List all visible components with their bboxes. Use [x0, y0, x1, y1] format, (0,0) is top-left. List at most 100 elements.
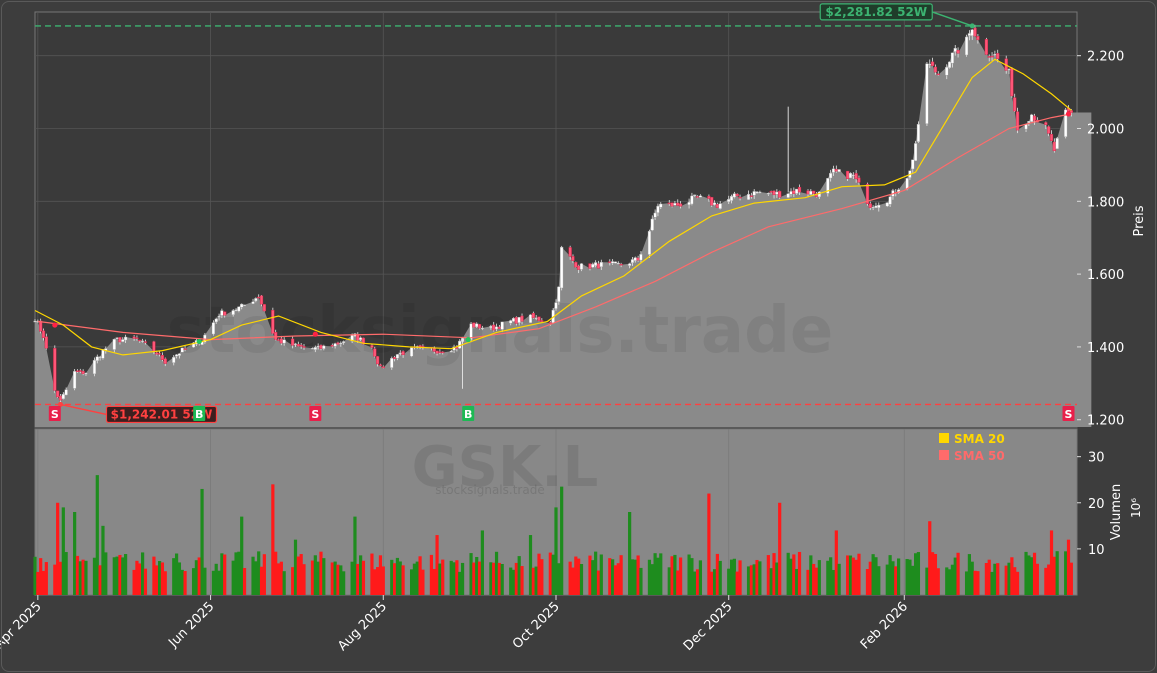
candle-body — [868, 203, 872, 208]
candle-body — [376, 356, 380, 365]
candle-body — [636, 257, 640, 261]
volume-bar — [676, 570, 680, 595]
candle-body — [670, 202, 674, 207]
candle-body — [695, 196, 700, 198]
candle-body — [449, 350, 453, 353]
volume-bar — [310, 560, 315, 595]
candle-body — [112, 339, 116, 350]
candle-body — [990, 55, 994, 58]
volume-bar — [180, 569, 184, 595]
volume-bar — [452, 562, 456, 595]
volume-bar — [548, 552, 552, 595]
volume-bar — [251, 556, 255, 595]
volume-bar — [58, 561, 63, 595]
volume-bar — [381, 566, 385, 595]
volume-bar — [242, 568, 247, 595]
volume-bar — [160, 562, 165, 595]
candle-body — [73, 371, 77, 389]
candle-body — [809, 190, 813, 195]
candle-body — [41, 330, 46, 338]
volume-bar — [630, 559, 635, 595]
candle-body — [735, 193, 739, 197]
candle-body — [1007, 69, 1011, 71]
volume-bar — [92, 557, 97, 595]
volume-bar — [670, 556, 674, 595]
candle-body — [1055, 137, 1059, 150]
volume-bar — [197, 557, 201, 595]
volume-bar — [947, 569, 952, 595]
candle-body — [262, 304, 266, 312]
volume-bar — [316, 561, 320, 595]
candle-body — [548, 322, 552, 324]
volume-bar — [432, 568, 436, 595]
candle-body — [240, 303, 244, 308]
volume-bar — [967, 554, 972, 595]
volume-bar — [520, 566, 524, 595]
volume-bar — [749, 565, 753, 595]
candle-body — [53, 348, 57, 391]
volume-bar — [608, 558, 612, 595]
candle-body — [987, 56, 991, 58]
candle-body — [155, 352, 159, 355]
volume-bar — [194, 560, 198, 595]
volume-bar — [1024, 551, 1028, 595]
candle-body — [132, 336, 136, 339]
candle-body — [928, 63, 932, 66]
candle-body — [619, 263, 623, 266]
volume-bar — [33, 556, 37, 595]
candle-body — [792, 190, 796, 194]
volume-bar — [868, 561, 872, 595]
candle-body — [667, 202, 671, 205]
volume-bar — [534, 566, 538, 595]
volume-bar — [1055, 551, 1059, 595]
volume-bar — [140, 552, 145, 595]
volume-bar — [409, 569, 414, 595]
volume-bar — [905, 559, 909, 595]
volume-bar — [789, 558, 793, 595]
candle-body — [163, 358, 167, 364]
candle-body — [101, 349, 105, 359]
volume-bar — [1052, 556, 1056, 595]
candle-body — [480, 327, 484, 330]
volume-axis-unit: 10⁶ — [1129, 498, 1143, 518]
candle-body — [976, 36, 980, 41]
volume-bar — [814, 567, 819, 595]
candle-body — [950, 52, 955, 64]
candle-body — [373, 348, 377, 357]
candle-body — [469, 323, 473, 340]
candle-body — [418, 345, 422, 347]
candle-body — [509, 320, 513, 324]
candle-body — [916, 123, 921, 142]
volume-bar — [874, 557, 878, 595]
volume-bar — [214, 563, 218, 595]
volume-bar — [908, 559, 912, 595]
volume-bar — [492, 562, 496, 595]
volume-bar — [678, 557, 683, 595]
candle-body — [299, 344, 303, 347]
volume-bar — [540, 559, 544, 595]
volume-bar — [775, 562, 779, 595]
price-axis-label: Preis — [1132, 205, 1147, 236]
candle-body — [647, 230, 652, 255]
candle-body — [540, 320, 544, 322]
candle-body — [441, 351, 445, 354]
volume-bar — [888, 555, 892, 595]
volume-bar — [591, 560, 595, 595]
xtick-label: Jun 2025 — [165, 599, 217, 651]
volume-bar — [911, 565, 915, 595]
volume-bar — [537, 553, 541, 595]
candle-body — [577, 265, 581, 270]
volume-axis-label: Volumen — [1109, 484, 1124, 541]
candle-body — [217, 315, 221, 318]
candle-body — [715, 204, 719, 208]
volume-bar — [296, 556, 300, 595]
volume-bar — [393, 563, 397, 595]
xtick-label: Dec 2025 — [681, 599, 736, 654]
volume-bar — [517, 556, 521, 595]
volume-bar — [223, 554, 227, 595]
candle-body — [432, 348, 436, 352]
candle-body — [911, 159, 915, 170]
buy-signal-badge — [462, 406, 475, 421]
candle-body — [39, 320, 43, 332]
